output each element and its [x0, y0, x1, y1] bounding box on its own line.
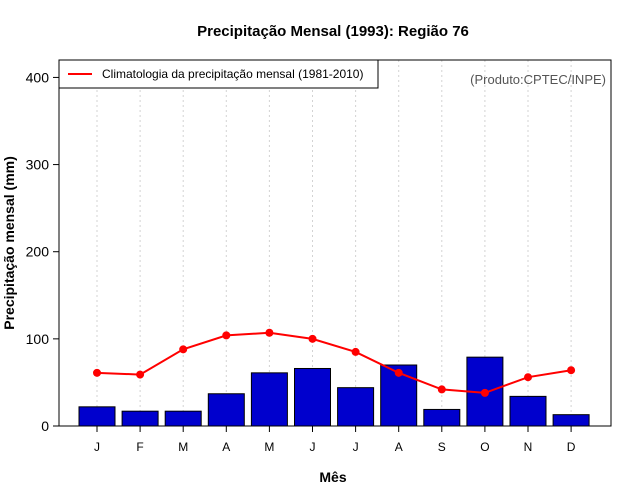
climatology-point-7 [351, 347, 360, 356]
bar-6 [294, 367, 331, 427]
x-axis-label: Mês [319, 469, 346, 485]
y-axis: 0 100 200 300 400 [26, 69, 59, 434]
bar-11 [509, 395, 547, 427]
bar-5 [250, 372, 288, 427]
x-tick-label: F [136, 440, 143, 454]
bar-9 [423, 408, 461, 427]
bar-12 [552, 414, 590, 427]
climatology-point-12 [567, 366, 576, 375]
legend-label: Climatologia da precipitação mensal (198… [102, 67, 363, 81]
bar-layer [78, 356, 590, 427]
y-tick-label: 0 [41, 418, 49, 434]
legend: Climatologia da precipitação mensal (198… [58, 59, 379, 89]
y-tick-label: 400 [26, 69, 50, 85]
x-tick-label: N [524, 440, 533, 454]
climatology-point-5 [265, 328, 274, 337]
x-tick-label: M [178, 440, 188, 454]
y-tick-label: 300 [26, 157, 50, 173]
y-axis-label: Precipitação mensal (mm) [1, 156, 17, 330]
bar-3 [164, 410, 202, 427]
legend-box [58, 59, 379, 89]
x-tick-label: J [94, 440, 100, 454]
source-credit: (Produto:CPTEC/INPE) [470, 72, 606, 87]
bar-1 [78, 406, 116, 427]
bar-7 [337, 387, 375, 427]
x-tick-label: J [310, 440, 316, 454]
chart-title: Precipitação Mensal (1993): Região 76 [197, 23, 469, 40]
y-tick-label: 100 [26, 331, 50, 347]
bar-4 [207, 393, 245, 427]
climatology-point-1 [93, 368, 101, 377]
climatology-point-3 [179, 345, 188, 354]
climatology-point-9 [437, 385, 446, 394]
climatology-point-8 [394, 368, 403, 377]
climatology-point-4 [222, 331, 231, 340]
y-tick-label: 200 [26, 244, 50, 260]
x-tick-label: A [222, 440, 230, 454]
x-tick-label: O [480, 440, 489, 454]
climatology-point-10 [480, 388, 489, 397]
x-tick-label: M [264, 440, 274, 454]
x-tick-label: A [395, 440, 403, 454]
climatology-point-6 [308, 334, 317, 343]
x-tick-label: D [567, 440, 576, 454]
x-tick-label: S [438, 440, 446, 454]
climatology-point-11 [524, 373, 532, 382]
bar-2 [121, 410, 159, 427]
climatology-point-2 [136, 370, 145, 379]
climatology-line [96, 331, 572, 394]
x-tick-label: J [353, 440, 359, 454]
line-layer [93, 328, 576, 397]
